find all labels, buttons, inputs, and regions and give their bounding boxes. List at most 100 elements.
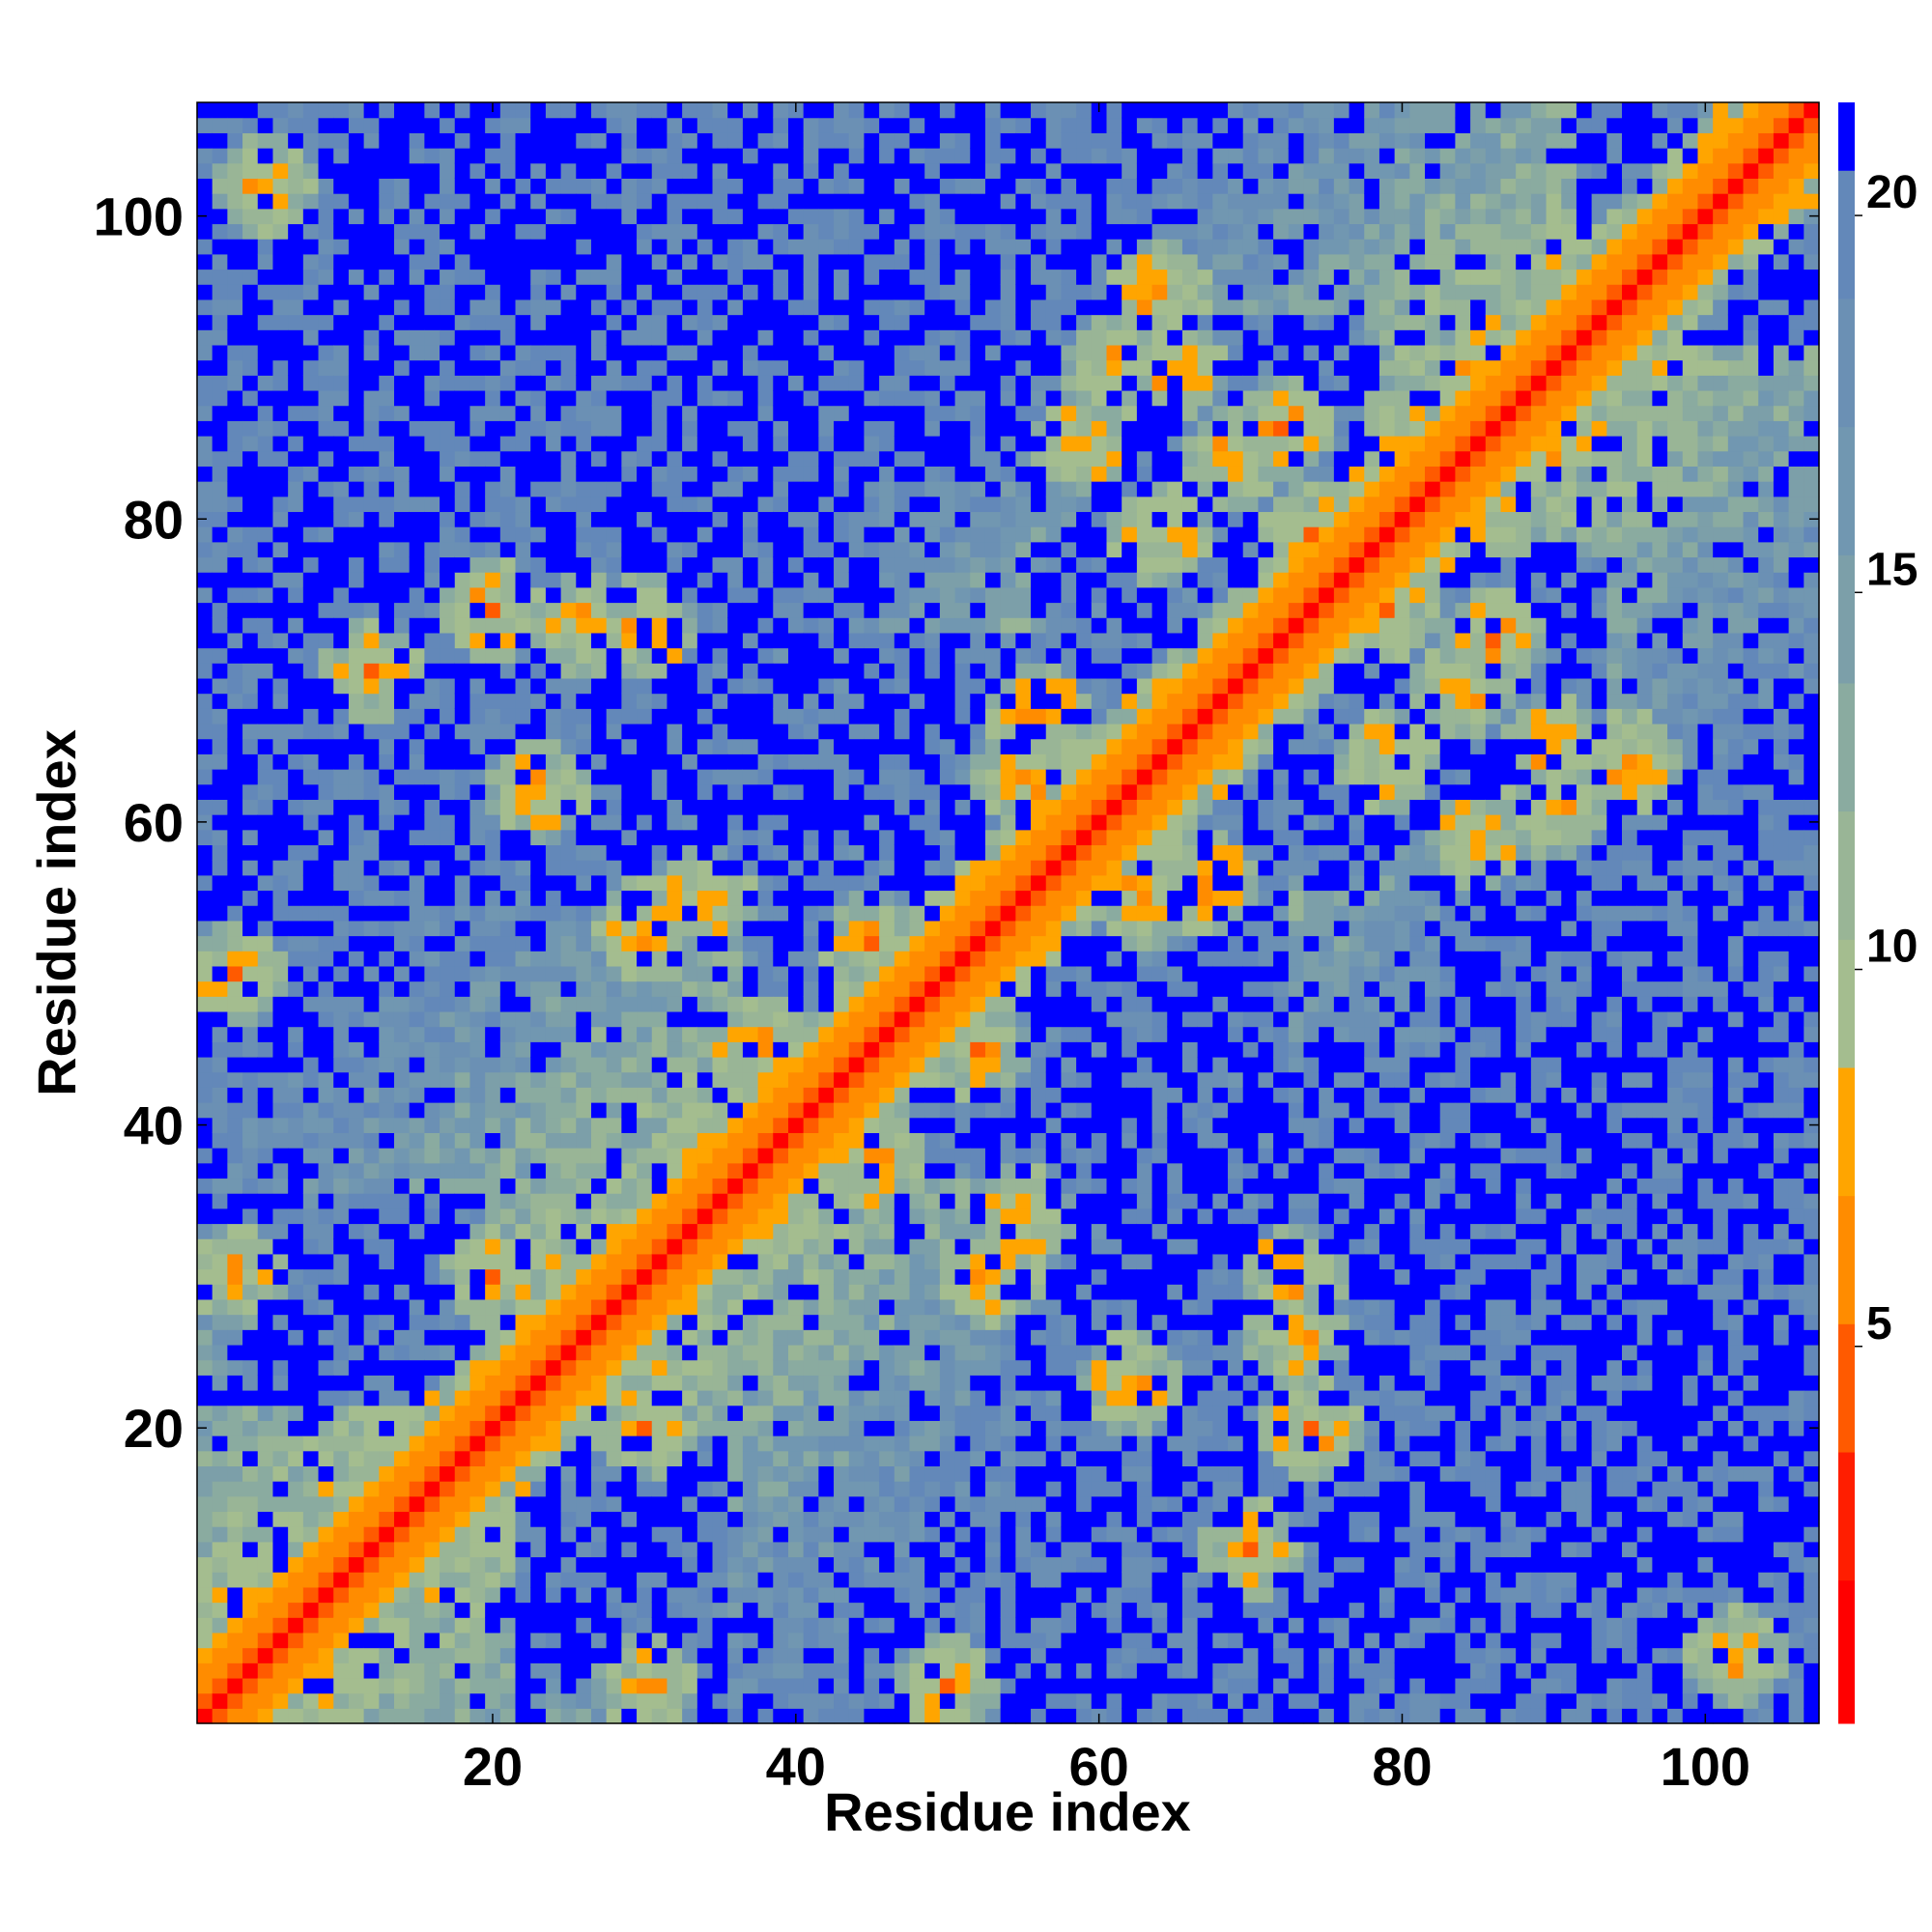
heatmap-cell [499,481,517,497]
heatmap-cell [333,208,350,225]
heatmap-cell [682,1162,698,1179]
heatmap-cell [712,951,728,967]
heatmap-cell [257,1056,274,1073]
heatmap-cell [757,496,774,513]
heatmap-cell [712,1102,728,1119]
heatmap-cell [424,1556,440,1573]
heatmap-cell [621,844,638,861]
heatmap-cell [485,284,501,300]
heatmap-cell [440,693,456,709]
heatmap-cell [379,1359,395,1376]
heatmap-cell [424,1632,440,1649]
heatmap-cell [637,1662,653,1679]
heatmap-cell [651,1117,668,1133]
heatmap-cell [454,117,471,133]
heatmap-cell [560,1298,577,1316]
heatmap-cell [302,1314,320,1330]
heatmap-cell [197,708,213,724]
heatmap-cell [393,647,411,664]
heatmap-cell [637,1253,653,1270]
heatmap-cell [257,814,274,831]
heatmap-cell [227,1268,243,1285]
heatmap-cell [363,1405,380,1421]
heatmap-cell [393,693,411,709]
heatmap-cell [576,1178,592,1194]
heatmap-cell [197,466,213,482]
heatmap-cell [363,132,380,149]
heatmap-cell [848,890,866,906]
heatmap-cell [590,269,608,285]
heatmap-cell [621,1223,638,1239]
heatmap-cell [787,753,805,770]
heatmap-cell [606,890,622,906]
heatmap-cell [454,769,471,785]
heatmap-cell [606,1238,622,1255]
heatmap-cell [454,450,471,467]
heatmap-cell [333,1132,350,1149]
heatmap-cell [409,1572,425,1588]
heatmap-cell [257,980,274,997]
heatmap-cell [393,1647,411,1663]
heatmap-cell [288,1586,304,1604]
heatmap-cell [257,860,274,876]
heatmap-cell [637,1359,653,1376]
heatmap-cell [848,405,866,421]
heatmap-cell [530,632,547,649]
heatmap-cell [879,1389,895,1406]
heatmap-cell [696,162,714,180]
heatmap-cell [894,1298,911,1316]
heatmap-cell [318,572,334,588]
heatmap-cell [469,647,486,664]
heatmap-cell [590,1511,608,1527]
heatmap-cell [348,874,365,892]
heatmap-cell [606,1298,622,1316]
heatmap-cell [637,1193,653,1209]
heatmap-cell [197,1041,213,1058]
heatmap-cell [348,693,365,709]
heatmap-cell [318,1526,334,1543]
heatmap-cell [894,1435,911,1452]
heatmap-cell [667,1284,683,1300]
heatmap-cell [787,178,805,194]
heatmap-cell [424,1314,440,1330]
heatmap-cell [227,1495,243,1513]
heatmap-cell [560,284,577,300]
heatmap-cell [651,1359,668,1376]
heatmap-cell [227,693,243,709]
heatmap-cell [227,1647,243,1663]
heatmap-cell [288,1178,304,1194]
heatmap-cell [469,980,486,997]
heatmap-cell [712,1632,728,1649]
heatmap-cell [757,663,774,679]
heatmap-cell [682,239,698,255]
heatmap-cell [197,951,213,967]
heatmap-cell [682,647,698,664]
heatmap-cell [440,162,456,180]
heatmap-cell [545,1102,562,1119]
heatmap-cell [576,814,592,831]
heatmap-cell [773,1556,789,1573]
heatmap-cell [590,375,608,391]
heatmap-cell [469,1041,486,1058]
heatmap-cell [727,253,744,270]
heatmap-cell [712,1389,728,1406]
heatmap-cell [302,1692,320,1709]
heatmap-cell [469,738,486,754]
heatmap-cell [242,223,259,240]
heatmap-cell [272,1056,289,1073]
heatmap-cell [894,1010,911,1028]
heatmap-cell [257,1238,274,1255]
heatmap-cell [393,298,411,316]
heatmap-cell [440,1041,456,1058]
heatmap-cell [879,436,895,452]
heatmap-cell [469,920,486,937]
heatmap-cell [530,253,547,270]
heatmap-cell [272,193,289,210]
heatmap-cell [879,132,895,149]
heatmap-cell [667,1647,683,1663]
heatmap-cell [409,466,425,482]
heatmap-cell [621,1284,638,1300]
heatmap-cell [454,677,471,695]
heatmap-cell [469,860,486,876]
heatmap-cell [773,102,789,119]
